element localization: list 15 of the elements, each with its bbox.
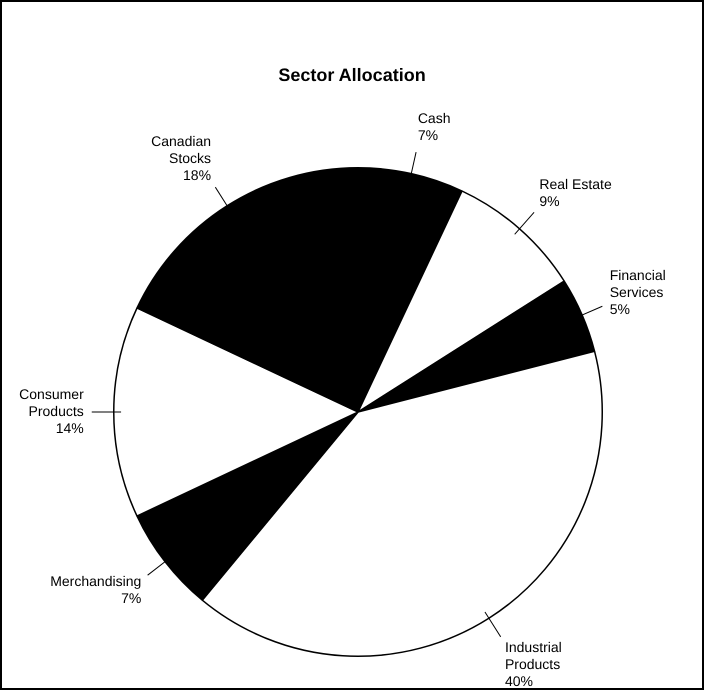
chart-title: Sector Allocation: [278, 64, 426, 85]
slice-label: Cash: [418, 110, 451, 126]
slice-label: Consumer Products: [19, 386, 84, 419]
slice-label: Financial Services: [610, 266, 666, 300]
slice-label: Merchandising: [50, 572, 142, 589]
slice-label: Real Estate: [539, 176, 612, 192]
slice-label: Industrial Products: [504, 638, 562, 672]
data-label: 7%: [418, 127, 438, 144]
slice-label: Canadian Stocks: [151, 132, 212, 166]
data-label: 9%: [539, 192, 560, 209]
data-label: 18%: [183, 166, 212, 183]
data-label: 7%: [121, 590, 142, 606]
data-label: 14%: [56, 420, 84, 436]
data-label: 40%: [504, 672, 533, 689]
data-label: 5%: [610, 300, 630, 317]
